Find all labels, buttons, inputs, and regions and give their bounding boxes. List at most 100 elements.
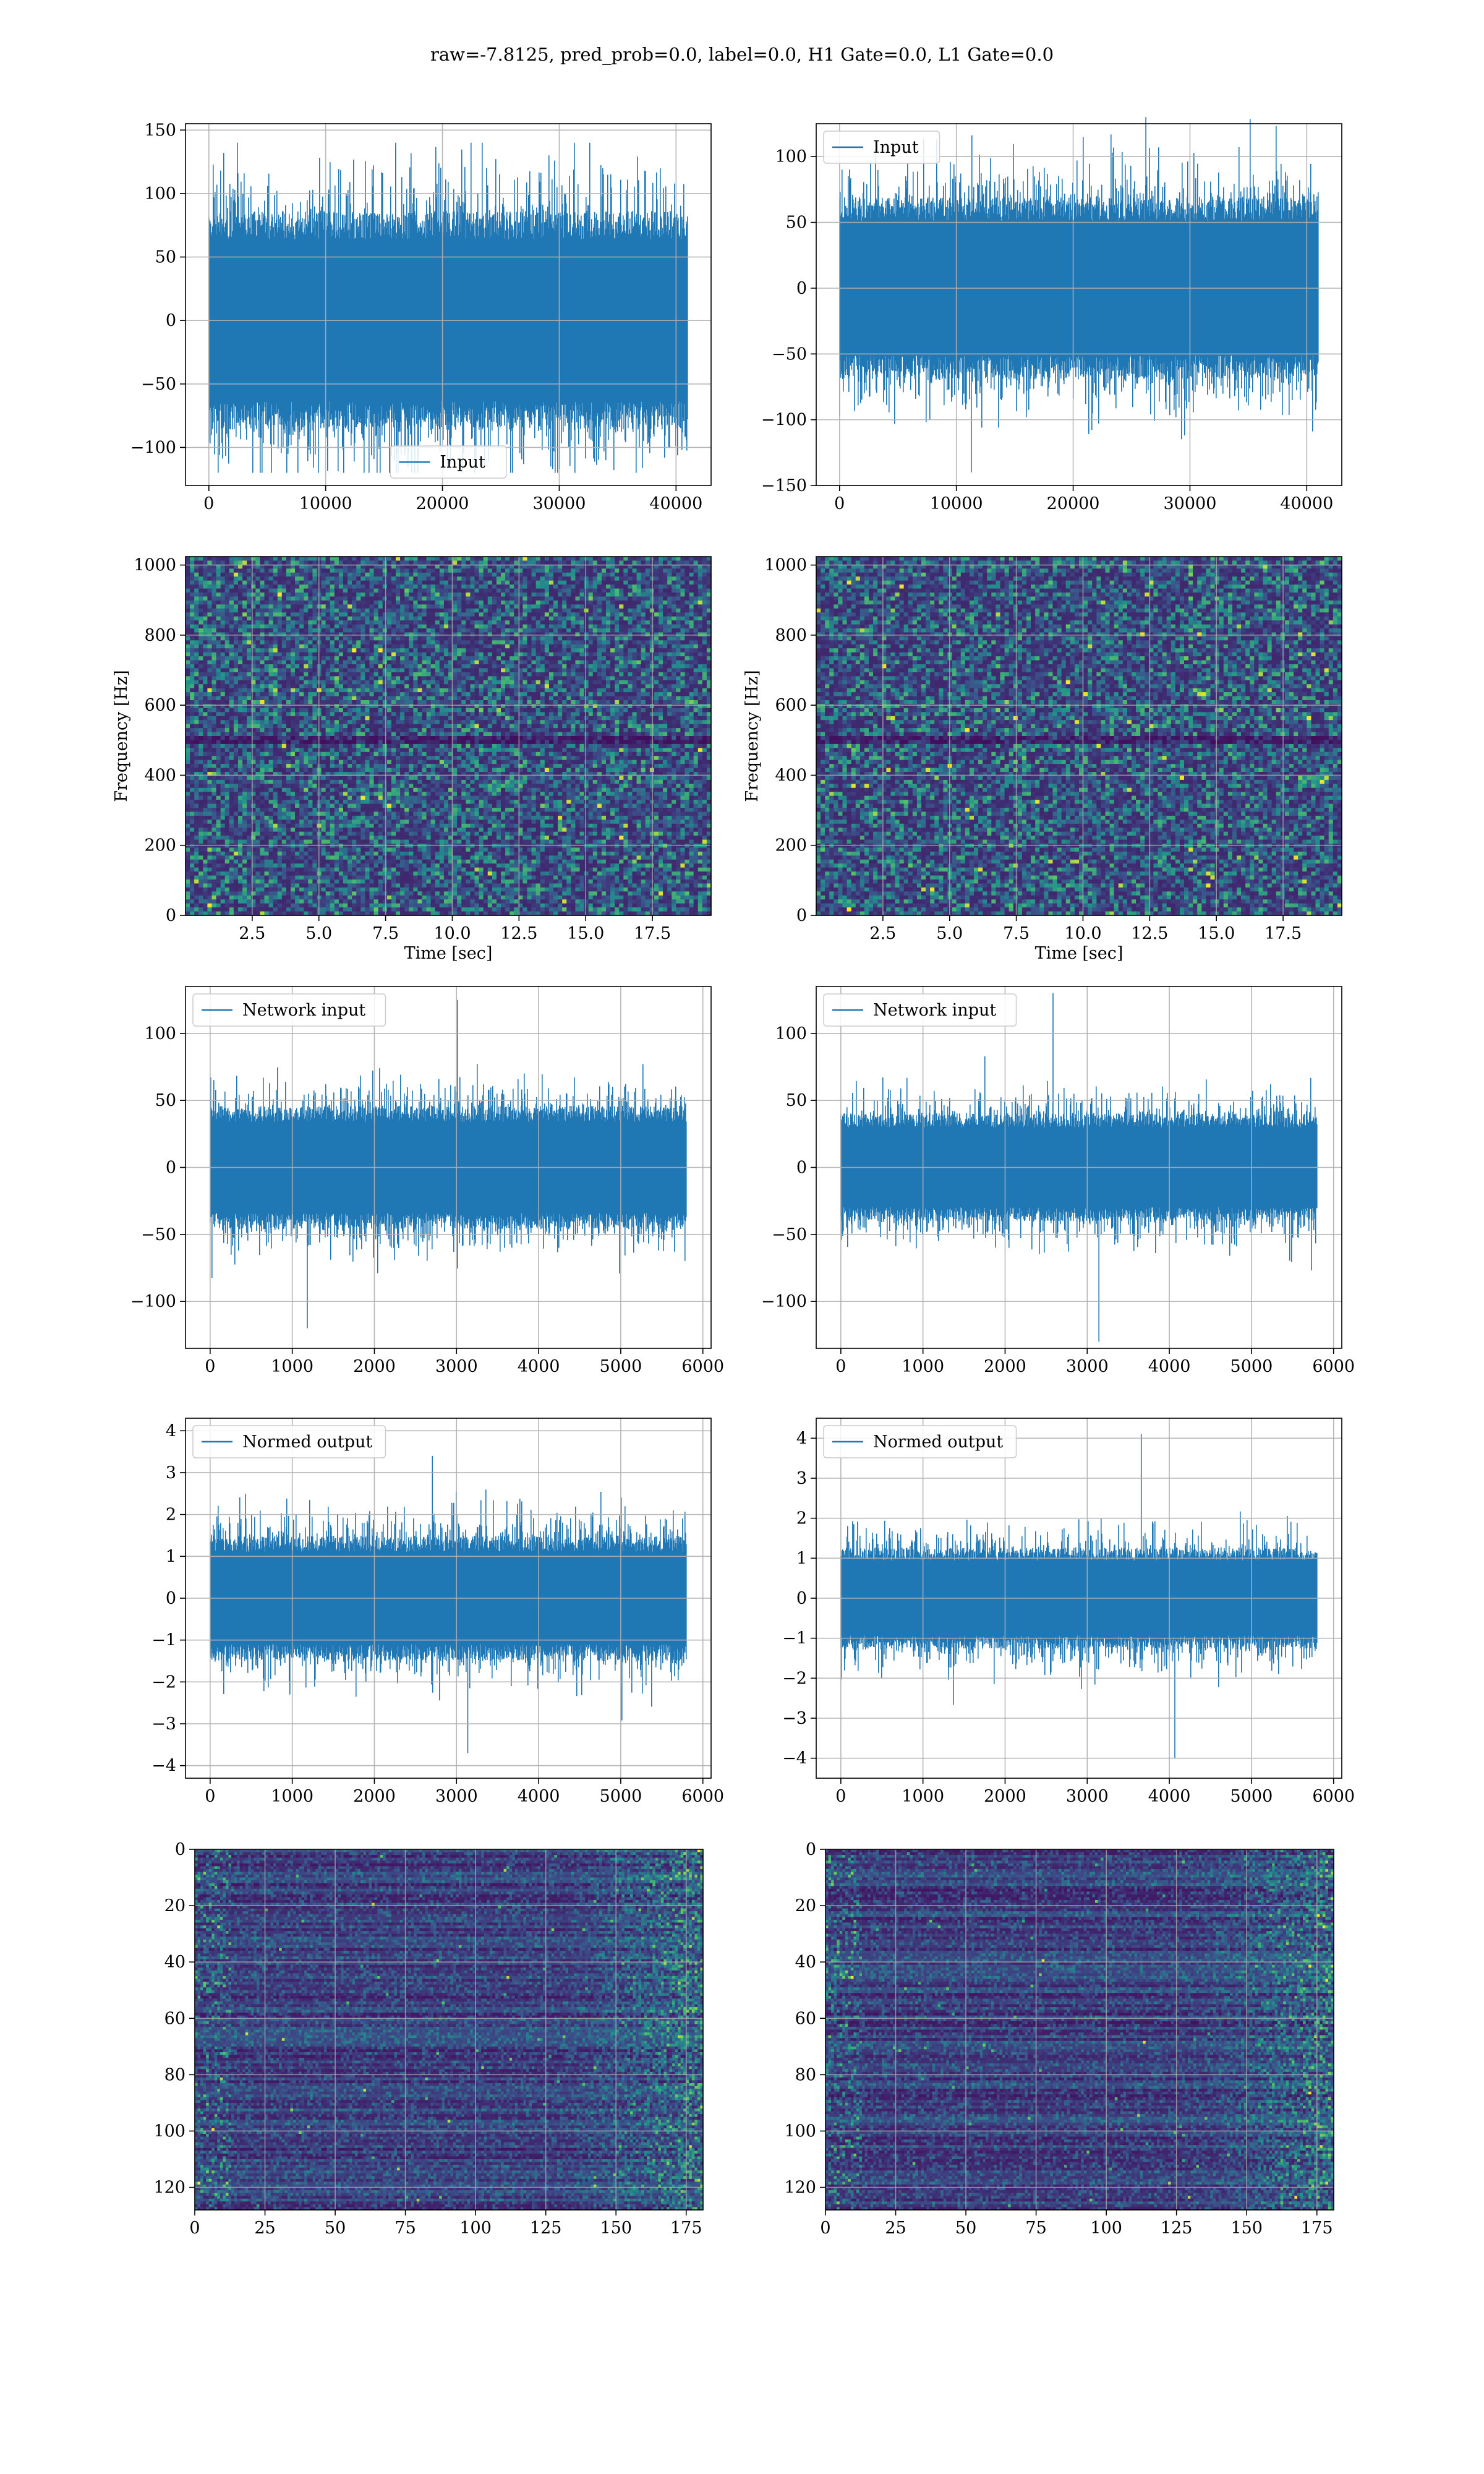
heatmap-cell: [339, 636, 344, 641]
heatmap-cell: [216, 576, 221, 581]
heatmap-cell: [637, 625, 642, 629]
heatmap-cell: [312, 604, 317, 609]
heatmap-cell: [383, 636, 388, 641]
heatmap-cell: [422, 604, 427, 609]
heatmap-cell: [194, 573, 199, 577]
heatmap-cell: [676, 568, 681, 573]
heatmap-cell: [540, 596, 545, 601]
heatmap-cell: [584, 617, 589, 621]
heatmap-cell: [492, 568, 497, 573]
heatmap-cell: [488, 576, 493, 581]
heatmap-cell: [413, 576, 418, 581]
heatmap-cell: [633, 568, 638, 573]
heatmap-cell: [242, 596, 247, 601]
heatmap-cell: [343, 601, 348, 605]
heatmap-cell: [593, 604, 598, 609]
heatmap-cell: [698, 617, 703, 621]
heatmap-cell: [641, 593, 646, 597]
heatmap-cell: [623, 557, 628, 561]
heatmap-cell: [335, 636, 339, 641]
heatmap-cell: [356, 596, 361, 601]
heatmap-cell: [216, 584, 221, 589]
heatmap-cell: [186, 604, 190, 609]
heatmap-cell: [378, 632, 383, 636]
heatmap-cell: [225, 628, 230, 633]
heatmap-cell: [522, 604, 527, 609]
heatmap-cell: [470, 576, 475, 581]
heatmap-cell: [623, 560, 628, 565]
heatmap-cell: [391, 604, 396, 609]
heatmap-cell: [339, 609, 344, 613]
heatmap-cell: [330, 589, 335, 593]
heatmap-cell: [234, 576, 239, 581]
heatmap-cell: [343, 589, 348, 593]
heatmap-cell: [505, 584, 510, 589]
heatmap-cell: [461, 593, 466, 597]
heatmap-cell: [497, 632, 501, 636]
heatmap-cell: [545, 612, 550, 617]
heatmap-cell: [387, 584, 392, 589]
heatmap-cell: [265, 612, 270, 617]
heatmap-cell: [615, 593, 620, 597]
heatmap-cell: [566, 609, 571, 613]
heatmap-cell: [238, 636, 243, 641]
heatmap-cell: [654, 589, 659, 593]
heatmap-cell: [365, 628, 370, 633]
heatmap-cell: [589, 612, 594, 617]
heatmap-cell: [286, 636, 291, 641]
heatmap-cell: [278, 593, 283, 597]
heatmap-cell: [374, 593, 379, 597]
heatmap-cell: [190, 632, 195, 636]
heatmap-cell: [505, 576, 510, 581]
heatmap-cell: [536, 625, 541, 629]
heatmap-cell: [427, 625, 432, 629]
heatmap-cell: [553, 620, 558, 625]
heatmap-cell: [580, 576, 585, 581]
y-tick-label: 0: [796, 279, 807, 298]
heatmap-cell: [299, 576, 304, 581]
heatmap-cell: [260, 617, 265, 621]
heatmap-cell: [356, 557, 361, 561]
heatmap-cell: [234, 636, 239, 641]
x-tick-label: 20000: [1047, 494, 1100, 513]
heatmap-cell: [216, 557, 221, 561]
heatmap-cell: [404, 589, 409, 593]
heatmap-cell: [466, 609, 471, 613]
heatmap-cell: [453, 625, 458, 629]
heatmap-cell: [466, 628, 471, 633]
heatmap-cell: [282, 589, 287, 593]
heatmap-cell: [702, 568, 707, 573]
heatmap-cell: [484, 625, 488, 629]
heatmap-cell: [216, 573, 221, 577]
heatmap-cell: [659, 557, 663, 561]
heatmap-cell: [400, 593, 405, 597]
heatmap-cell: [694, 589, 699, 593]
heatmap-cell: [553, 625, 558, 629]
heatmap-cell: [440, 589, 445, 593]
heatmap-cell: [466, 604, 471, 609]
y-tick-label: 50: [155, 248, 176, 267]
heatmap-cell: [370, 628, 375, 633]
heatmap-cell: [278, 584, 283, 589]
heatmap-cell: [326, 625, 331, 629]
heatmap-cell: [198, 628, 203, 633]
heatmap-cell: [304, 589, 309, 593]
heatmap-cell: [422, 596, 427, 601]
heatmap-cell: [440, 573, 445, 577]
heatmap-cell: [225, 568, 230, 573]
heatmap-cell: [589, 584, 594, 589]
heatmap-cell: [453, 560, 458, 565]
heatmap-cell: [479, 560, 484, 565]
heatmap-cell: [343, 560, 348, 565]
heatmap-cell: [194, 636, 199, 641]
heatmap-cell: [404, 604, 409, 609]
heatmap-cell: [553, 612, 558, 617]
heatmap-cell: [593, 589, 598, 593]
heatmap-cell: [628, 584, 633, 589]
heatmap-cell: [667, 560, 672, 565]
heatmap-cell: [348, 625, 352, 629]
heatmap-cell: [532, 620, 537, 625]
heatmap-cell: [247, 636, 252, 641]
heatmap-cell: [387, 625, 392, 629]
heatmap-cell: [417, 636, 422, 641]
